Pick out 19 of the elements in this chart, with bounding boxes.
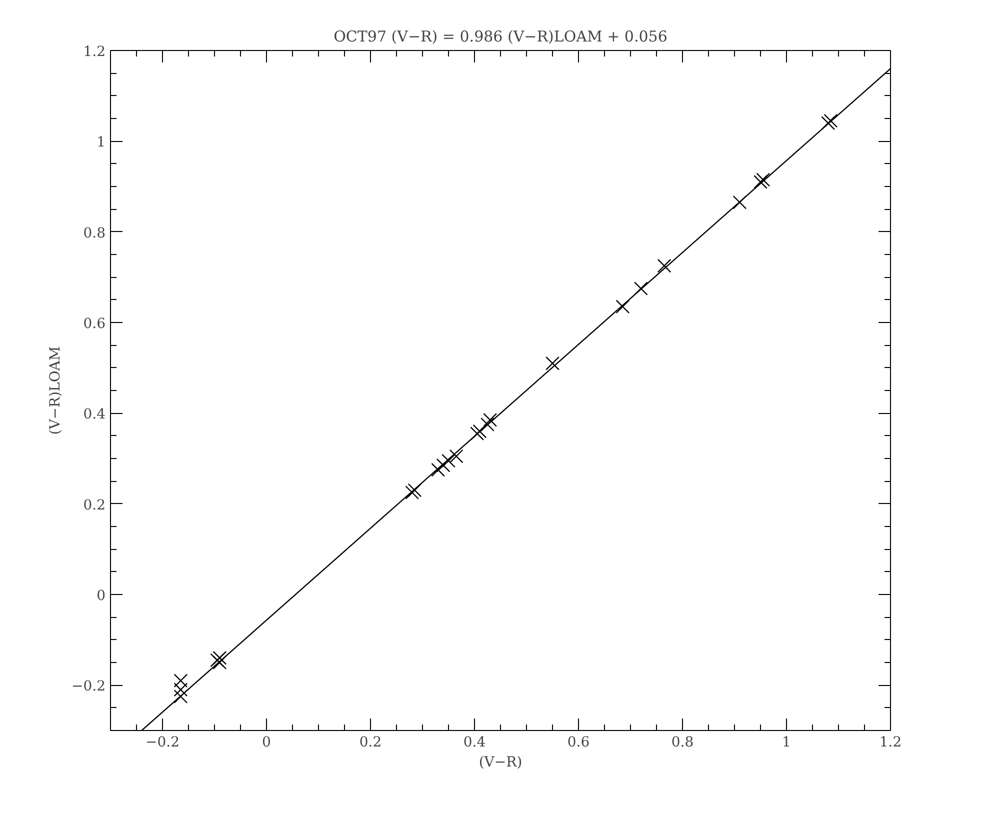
y-tick-label: 0.8 xyxy=(83,225,106,242)
x-tick-label: −0.2 xyxy=(146,734,180,750)
chart-title: OCT97 (V−R) = 0.986 (V−R)LOAM + 0.056 xyxy=(334,28,668,46)
y-tick-label: 0 xyxy=(96,588,106,604)
y-tick-label: 0.2 xyxy=(83,497,106,514)
x-axis-title: (V−R) xyxy=(478,754,522,770)
x-tick-label: 1 xyxy=(782,734,791,750)
y-axis-title: (V−R)LOAM xyxy=(48,346,64,435)
x-tick-label: 0.8 xyxy=(671,734,694,750)
y-tick-label: 1 xyxy=(96,134,106,151)
y-tick-label: −0.2 xyxy=(72,678,106,695)
x-tick-label: 0 xyxy=(262,734,271,750)
x-tick-label: 1.2 xyxy=(879,734,902,750)
x-tick-label: 0.6 xyxy=(567,734,590,750)
y-tick-label: 1.2 xyxy=(83,44,106,60)
x-tick-label: 0.2 xyxy=(359,734,382,750)
y-tick-label: 0.6 xyxy=(83,316,106,332)
y-tick-label: 0.4 xyxy=(83,406,106,423)
x-tick-label: 0.4 xyxy=(463,734,486,750)
